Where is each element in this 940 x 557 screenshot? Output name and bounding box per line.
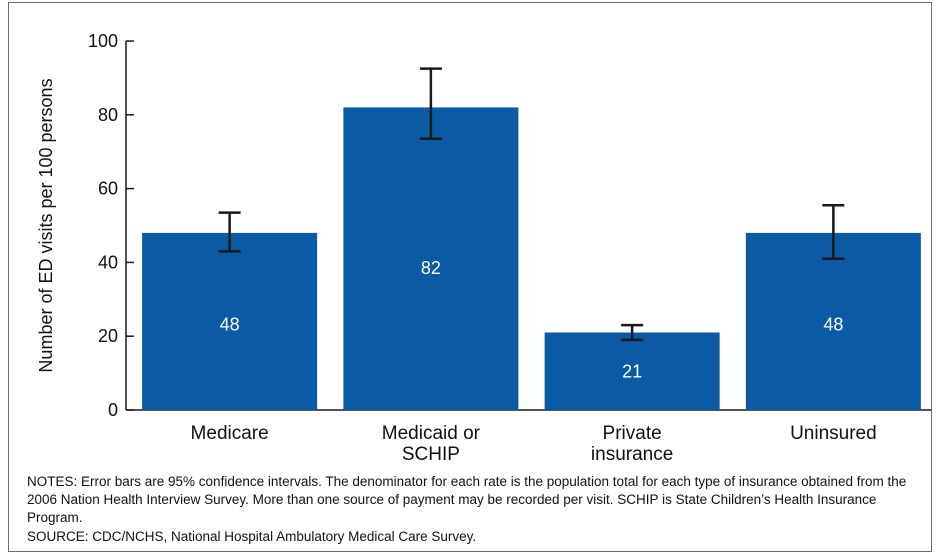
y-tick-label: 0 [108,400,118,420]
source-text: SOURCE: CDC/NCHS, National Hospital Ambu… [27,529,477,544]
x-category-label: SCHIP [402,444,460,465]
y-tick-label: 80 [98,105,118,125]
figure-frame: 0 20 40 60 80 100 Number of ED visits per 100 … [8,2,932,552]
bar [343,107,519,411]
bar-data-label: 48 [823,314,843,334]
bar [745,232,921,410]
y-axis-label: Number of ED visits per 100 persons [36,78,56,372]
bar-data-label: 48 [220,314,240,334]
x-category-label: Medicaid or [382,423,481,444]
x-category-label: Medicare [191,423,269,444]
x-category-label: insurance [591,444,673,465]
y-tick-label: 100 [88,31,118,51]
x-category-label: Uninsured [790,423,877,444]
bar [142,232,318,410]
x-category-label: Private [603,423,662,444]
bar-data-label: 82 [421,258,441,278]
y-tick-label: 60 [98,179,118,199]
bar-data-label: 21 [622,361,642,381]
bar-chart: 0 20 40 60 80 100 Number of ED visits per 100 … [36,31,931,465]
bar [544,332,720,410]
y-tick-label: 40 [98,252,118,272]
notes-text: NOTES: Error bars are 95% confidence int… [27,474,907,525]
y-tick-label: 20 [98,326,118,346]
